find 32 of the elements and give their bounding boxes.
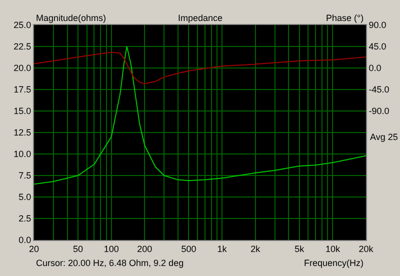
text: Avg 25 [370,132,398,142]
y2-tick-label: 90.0 [368,20,386,30]
y-axis-title: Magnitude(ohms) [36,13,106,23]
y-tick-label: 17.5 [14,84,32,95]
y-tick-label: 2.5 [18,214,32,224]
y2-tick-label: -45.0 [368,84,390,95]
y-tick-label: 10.0 [14,149,32,160]
text: Cursor: 20.00 Hz, 6.48 Ohm, 9.2 deg [36,258,184,268]
y-tick-label: 25.0 [14,20,32,30]
x-tick-label: 500 [181,244,196,254]
y-tick-label: 20.0 [14,63,32,74]
y-tick-label: 22.5 [14,42,32,52]
x-tick-label: 2k [250,244,261,254]
y2-tick-label: -90.0 [368,106,390,116]
y2-axis-title: Phase (°) [326,13,364,23]
x-axis-title: Frequency(Hz) [304,258,364,268]
x-tick-label: 50 [73,244,84,254]
y2-tick-label: 0.0 [368,63,382,74]
x-tick-label: 1k [217,244,228,254]
y-tick-label: 7.5 [18,170,32,181]
x-tick-label: 20 [28,244,40,254]
chart-title: Impedance [178,13,223,23]
x-tick-label: 200 [137,244,152,254]
y-tick-label: 5.0 [18,192,32,202]
y-tick-label: 12.5 [14,128,32,138]
x-tick-label: 5k [294,244,305,254]
y-tick-label: 0.0 [18,235,32,246]
x-tick-label: 10k [325,244,340,254]
x-tick-label: 20k [358,244,374,254]
y-tick-label: 15.0 [14,106,32,116]
x-tick-label: 100 [104,244,119,254]
y2-tick-label: 45.0 [368,42,386,52]
